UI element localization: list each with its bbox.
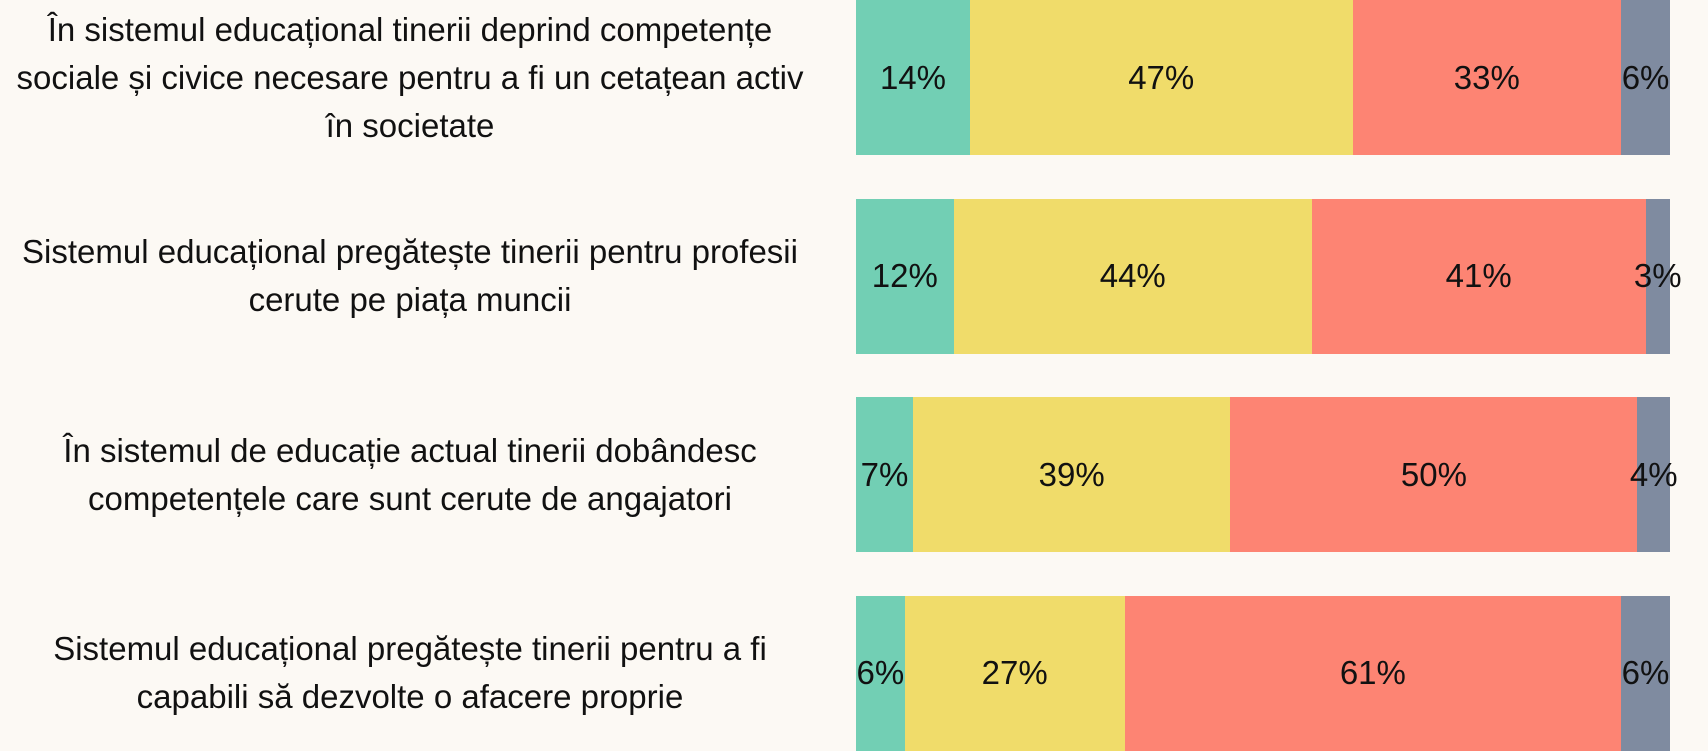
- bar-segment: 41%: [1311, 198, 1646, 354]
- bar-segment: 6%: [1621, 595, 1670, 751]
- bar-segment: 4%: [1630, 397, 1678, 552]
- data-label: 39%: [1038, 455, 1105, 493]
- data-label: 6%: [856, 654, 905, 691]
- bar-segment: 27%: [904, 595, 1125, 751]
- bar-segment: 47%: [969, 0, 1353, 155]
- data-label: 27%: [981, 654, 1048, 691]
- bar-row: 14% 47% 33% 6%: [856, 0, 1670, 155]
- data-label: 3%: [1633, 257, 1682, 294]
- data-label: 12%: [871, 257, 938, 294]
- bar-segment: 12%: [856, 198, 954, 354]
- bar-segment: 33%: [1352, 0, 1622, 155]
- category-label: Sistemul educațional pregătește tinerii …: [53, 630, 767, 715]
- category-label: În sistemul de educație actual tinerii d…: [63, 431, 757, 517]
- bar-segment: 7%: [856, 397, 913, 552]
- bar-row: 7% 39% 50% 4%: [856, 397, 1678, 552]
- data-label: 7%: [860, 455, 909, 493]
- data-label: 6%: [1621, 58, 1670, 96]
- bar-segment: 50%: [1230, 397, 1638, 552]
- data-label: 14%: [879, 58, 946, 96]
- data-label: 41%: [1445, 257, 1512, 294]
- data-label: 50%: [1400, 455, 1467, 493]
- data-label: 61%: [1339, 654, 1406, 691]
- bar-row: 6% 27% 61% 6%: [856, 595, 1670, 751]
- bar-segment: 6%: [1621, 0, 1670, 155]
- bar-segment: 14%: [856, 0, 970, 155]
- data-label: 6%: [1621, 654, 1670, 691]
- category-label: În sistemul educațional tinerii deprind …: [16, 10, 804, 144]
- category-label: Sistemul educațional pregătește tinerii …: [22, 233, 798, 318]
- bar-segment: 3%: [1634, 198, 1682, 354]
- bar-segment: 39%: [912, 397, 1231, 552]
- data-label: 47%: [1128, 58, 1195, 96]
- bar-row: 12% 44% 41% 3%: [856, 198, 1682, 354]
- bar-segment: 44%: [953, 198, 1312, 354]
- bar-segment: 6%: [856, 595, 905, 751]
- bar-segment: 61%: [1124, 595, 1622, 751]
- data-label: 4%: [1629, 455, 1678, 493]
- data-label: 33%: [1453, 58, 1520, 96]
- data-label: 44%: [1099, 257, 1166, 294]
